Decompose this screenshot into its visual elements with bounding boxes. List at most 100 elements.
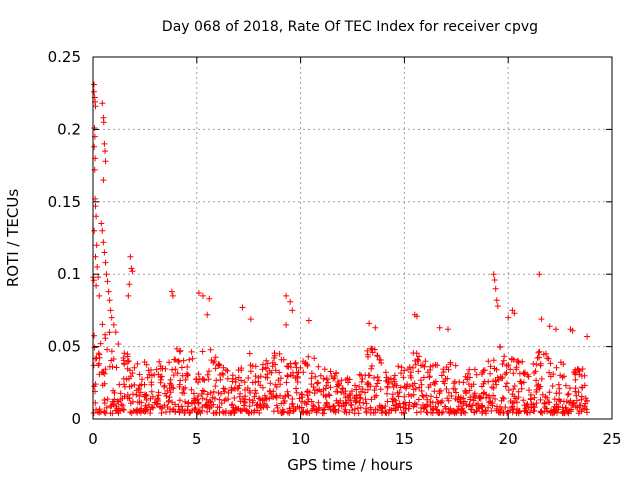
data-point bbox=[581, 382, 588, 389]
data-point bbox=[479, 403, 486, 409]
data-point bbox=[113, 364, 120, 371]
data-point bbox=[499, 361, 506, 368]
y-tick-label: 0 bbox=[71, 410, 81, 428]
data-point bbox=[127, 253, 134, 260]
data-point bbox=[163, 393, 170, 399]
data-point bbox=[505, 362, 512, 368]
data-point bbox=[153, 366, 160, 373]
x-tick-label: 5 bbox=[192, 430, 202, 448]
data-point bbox=[395, 393, 402, 400]
data-point bbox=[236, 382, 243, 389]
data-point bbox=[325, 404, 332, 411]
data-point bbox=[528, 391, 534, 398]
data-point bbox=[157, 376, 164, 383]
data-point bbox=[505, 314, 512, 321]
data-point bbox=[445, 397, 452, 404]
data-point bbox=[370, 409, 377, 416]
data-point bbox=[498, 375, 504, 382]
data-point bbox=[95, 274, 102, 281]
data-point bbox=[158, 405, 165, 412]
data-point bbox=[108, 314, 115, 321]
data-point bbox=[277, 375, 284, 382]
data-point bbox=[582, 395, 589, 402]
data-point bbox=[382, 369, 389, 376]
data-point bbox=[573, 392, 580, 399]
data-point bbox=[463, 402, 470, 409]
data-point bbox=[538, 375, 545, 382]
data-point bbox=[237, 408, 244, 414]
data-point bbox=[195, 408, 202, 415]
data-point bbox=[276, 369, 283, 376]
data-point bbox=[509, 403, 516, 410]
data-point bbox=[292, 359, 299, 366]
data-point bbox=[533, 377, 540, 384]
data-point bbox=[184, 364, 191, 370]
data-point bbox=[105, 288, 112, 295]
data-point bbox=[445, 406, 452, 413]
axes bbox=[92, 56, 613, 420]
data-point bbox=[448, 393, 455, 399]
data-point bbox=[546, 323, 553, 330]
data-point bbox=[284, 388, 291, 395]
data-point bbox=[362, 396, 369, 403]
data-point bbox=[568, 406, 574, 413]
data-point bbox=[299, 391, 306, 398]
data-point bbox=[342, 388, 349, 395]
data-point bbox=[231, 409, 238, 416]
data-point bbox=[411, 380, 418, 387]
data-point bbox=[120, 375, 127, 382]
data-point bbox=[363, 400, 370, 407]
data-point bbox=[94, 264, 101, 270]
data-point bbox=[294, 373, 301, 380]
data-point bbox=[300, 369, 307, 376]
data-point bbox=[438, 409, 445, 416]
data-point bbox=[264, 360, 271, 367]
data-point bbox=[212, 383, 219, 390]
data-point bbox=[340, 400, 347, 407]
data-point bbox=[199, 395, 206, 402]
data-point bbox=[131, 364, 138, 371]
data-point bbox=[246, 387, 253, 394]
data-point bbox=[229, 401, 236, 408]
y-tick-label: 0.15 bbox=[48, 193, 81, 211]
data-point bbox=[497, 344, 504, 351]
data-point bbox=[366, 320, 373, 327]
data-point bbox=[433, 406, 440, 413]
data-point bbox=[502, 371, 509, 378]
data-point bbox=[499, 394, 506, 401]
data-point bbox=[537, 396, 544, 403]
data-point bbox=[222, 386, 228, 392]
data-point bbox=[129, 268, 136, 275]
data-point bbox=[440, 366, 447, 373]
data-point bbox=[497, 404, 503, 410]
data-point bbox=[490, 385, 497, 392]
data-point bbox=[212, 365, 219, 372]
data-point bbox=[207, 389, 214, 396]
data-point bbox=[572, 369, 579, 376]
data-point bbox=[521, 408, 528, 415]
data-point bbox=[327, 368, 334, 375]
data-point bbox=[401, 367, 408, 374]
data-point bbox=[256, 409, 263, 416]
data-point bbox=[116, 381, 123, 388]
data-point bbox=[172, 408, 178, 415]
data-point bbox=[476, 393, 483, 400]
data-point bbox=[292, 406, 299, 412]
data-point bbox=[231, 395, 238, 401]
data-point bbox=[207, 346, 214, 353]
data-point bbox=[210, 388, 217, 395]
data-point bbox=[211, 358, 218, 365]
data-point bbox=[172, 356, 179, 363]
data-point bbox=[447, 359, 454, 366]
data-point bbox=[91, 143, 98, 150]
data-point bbox=[115, 341, 122, 347]
data-point bbox=[91, 88, 97, 95]
data-point bbox=[364, 379, 371, 386]
data-point bbox=[168, 288, 175, 295]
data-point bbox=[579, 366, 586, 372]
data-point bbox=[349, 388, 355, 395]
data-point bbox=[329, 406, 336, 413]
data-point bbox=[170, 372, 177, 379]
data-point bbox=[478, 404, 485, 411]
data-point bbox=[325, 391, 332, 398]
